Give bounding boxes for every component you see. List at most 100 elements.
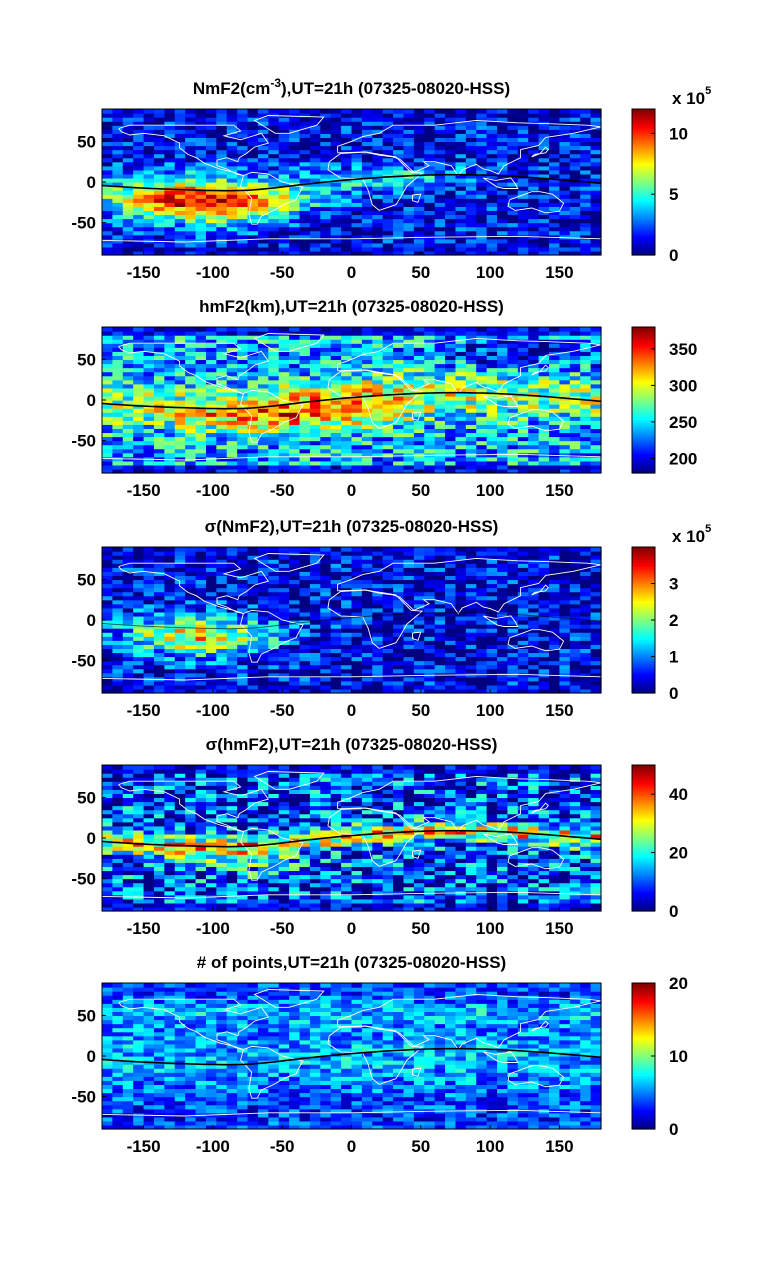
heatmap-cell <box>466 437 477 442</box>
heatmap-cell <box>289 158 300 163</box>
heatmap-cell <box>435 616 446 621</box>
heatmap-cell <box>435 437 446 442</box>
heatmap-cell <box>206 567 217 572</box>
heatmap-cell <box>196 600 207 605</box>
heatmap-cell <box>164 327 175 332</box>
heatmap-cell <box>123 206 134 211</box>
heatmap-cell <box>518 178 529 183</box>
heatmap-cell <box>216 235 227 240</box>
heatmap-cell <box>310 588 321 593</box>
heatmap-cell <box>123 231 134 236</box>
heatmap-cell <box>559 453 570 458</box>
heatmap-cell <box>341 596 352 601</box>
heatmap-cell <box>164 437 175 442</box>
heatmap-cell <box>320 121 331 126</box>
heatmap-cell <box>372 661 383 666</box>
heatmap-cell <box>570 174 581 179</box>
heatmap-cell <box>300 588 311 593</box>
heatmap-cell <box>435 665 446 670</box>
heatmap-cell <box>279 600 290 605</box>
heatmap-cell <box>123 109 134 114</box>
heatmap-cell <box>455 449 466 454</box>
heatmap-cell <box>123 616 134 621</box>
heatmap-cell <box>591 364 602 369</box>
heatmap-cell <box>144 178 155 183</box>
heatmap-cell <box>539 186 550 191</box>
heatmap-cell <box>300 247 311 252</box>
heatmap-cell <box>258 636 269 641</box>
heatmap-cell <box>123 198 134 203</box>
heatmap-cell <box>310 657 321 662</box>
heatmap-cell <box>591 243 602 248</box>
heatmap-cell <box>455 640 466 645</box>
heatmap-cell <box>476 665 487 670</box>
heatmap-cell <box>528 170 539 175</box>
heatmap-cell <box>352 624 363 629</box>
heatmap-cell <box>393 388 404 393</box>
heatmap-cell <box>341 214 352 219</box>
heatmap-cell <box>383 335 394 340</box>
heatmap-cell <box>144 198 155 203</box>
heatmap-cell <box>154 388 165 393</box>
heatmap-cell <box>175 681 186 686</box>
heatmap-cell <box>185 584 196 589</box>
heatmap-cell <box>341 243 352 248</box>
heatmap-cell <box>102 547 113 552</box>
heatmap-cell <box>580 239 591 244</box>
heatmap-cell <box>424 194 435 199</box>
heatmap-cell <box>310 661 321 666</box>
heatmap-cell <box>185 628 196 633</box>
heatmap-cell <box>372 657 383 662</box>
heatmap-cell <box>528 186 539 191</box>
heatmap-cell <box>279 190 290 195</box>
heatmap-cell <box>248 243 259 248</box>
heatmap-cell <box>549 437 560 442</box>
heatmap-cell <box>518 141 529 146</box>
heatmap-cell <box>123 648 134 653</box>
heatmap-cell <box>196 612 207 617</box>
heatmap-cell <box>310 351 321 356</box>
heatmap-cell <box>331 567 342 572</box>
heatmap-cell <box>133 359 144 364</box>
heatmap-cell <box>227 465 238 470</box>
heatmap-cell <box>310 347 321 352</box>
heatmap-cell <box>372 412 383 417</box>
heatmap-cell <box>476 412 487 417</box>
heatmap-cell <box>185 673 196 678</box>
heatmap-cell <box>102 449 113 454</box>
heatmap-cell <box>445 335 456 340</box>
heatmap-cell <box>227 247 238 252</box>
heatmap-cell <box>539 117 550 122</box>
heatmap-cell <box>341 109 352 114</box>
heatmap-cell <box>497 141 508 146</box>
heatmap-cell <box>362 441 373 446</box>
heatmap-cell <box>476 608 487 613</box>
heatmap-cell <box>580 137 591 142</box>
heatmap-cell <box>476 133 487 138</box>
heatmap-cell <box>320 677 331 682</box>
heatmap-cell <box>268 677 279 682</box>
heatmap-cell <box>175 331 186 336</box>
heatmap-cell <box>445 661 456 666</box>
heatmap-cell <box>112 648 123 653</box>
heatmap-cell <box>445 125 456 130</box>
heatmap-cell <box>196 604 207 609</box>
heatmap-cell <box>279 380 290 385</box>
heatmap-cell <box>216 445 227 450</box>
heatmap-cell <box>331 202 342 207</box>
heatmap-cell <box>580 420 591 425</box>
heatmap-cell <box>487 223 498 228</box>
heatmap-cell <box>268 162 279 167</box>
heatmap-cell <box>310 243 321 248</box>
heatmap-cell <box>300 335 311 340</box>
heatmap-cell <box>497 359 508 364</box>
heatmap-cell <box>424 465 435 470</box>
heatmap-cell <box>268 661 279 666</box>
heatmap-cell <box>248 129 259 134</box>
heatmap-cell <box>414 372 425 377</box>
heatmap-cell <box>393 640 404 645</box>
heatmap-cell <box>341 657 352 662</box>
heatmap-cell <box>383 624 394 629</box>
heatmap-cell <box>466 247 477 252</box>
heatmap-cell <box>341 644 352 649</box>
